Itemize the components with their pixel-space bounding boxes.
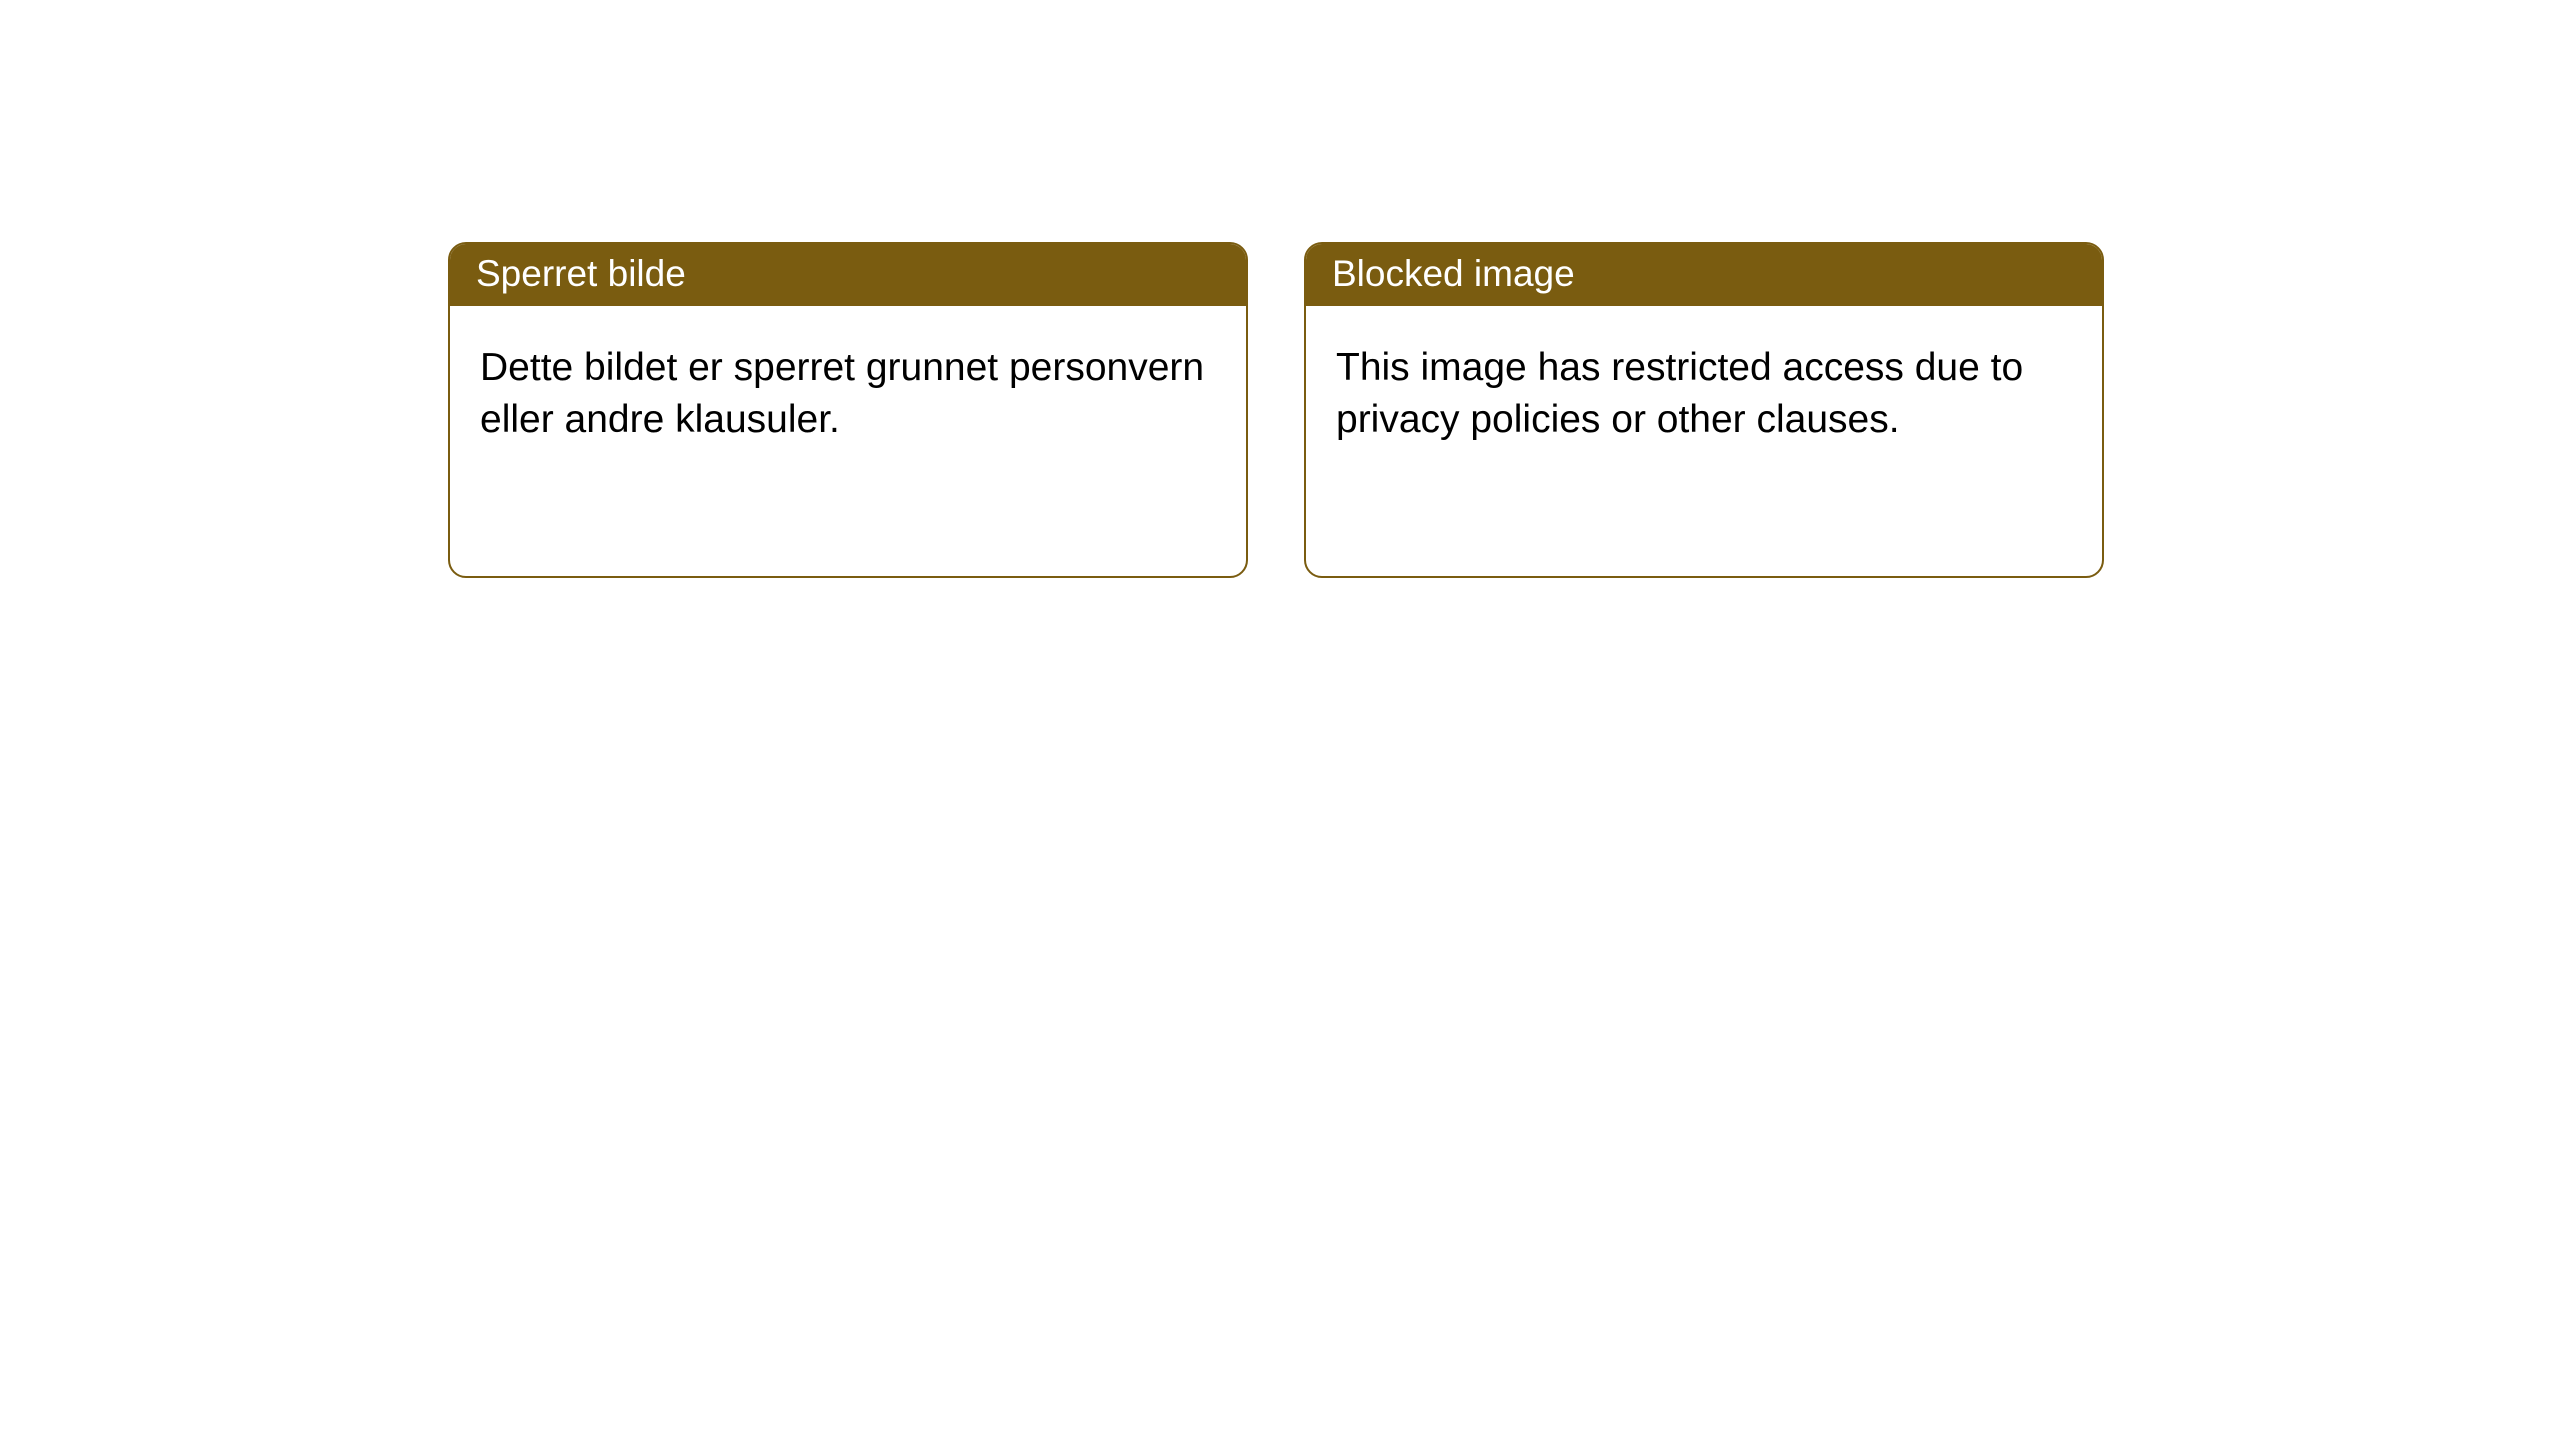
notice-header-en: Blocked image xyxy=(1306,244,2102,306)
notice-body-no: Dette bildet er sperret grunnet personve… xyxy=(450,306,1246,475)
blocked-image-card-no: Sperret bilde Dette bildet er sperret gr… xyxy=(448,242,1248,578)
notice-card-row: Sperret bilde Dette bildet er sperret gr… xyxy=(0,0,2560,578)
notice-body-en: This image has restricted access due to … xyxy=(1306,306,2102,475)
blocked-image-card-en: Blocked image This image has restricted … xyxy=(1304,242,2104,578)
notice-header-no: Sperret bilde xyxy=(450,244,1246,306)
